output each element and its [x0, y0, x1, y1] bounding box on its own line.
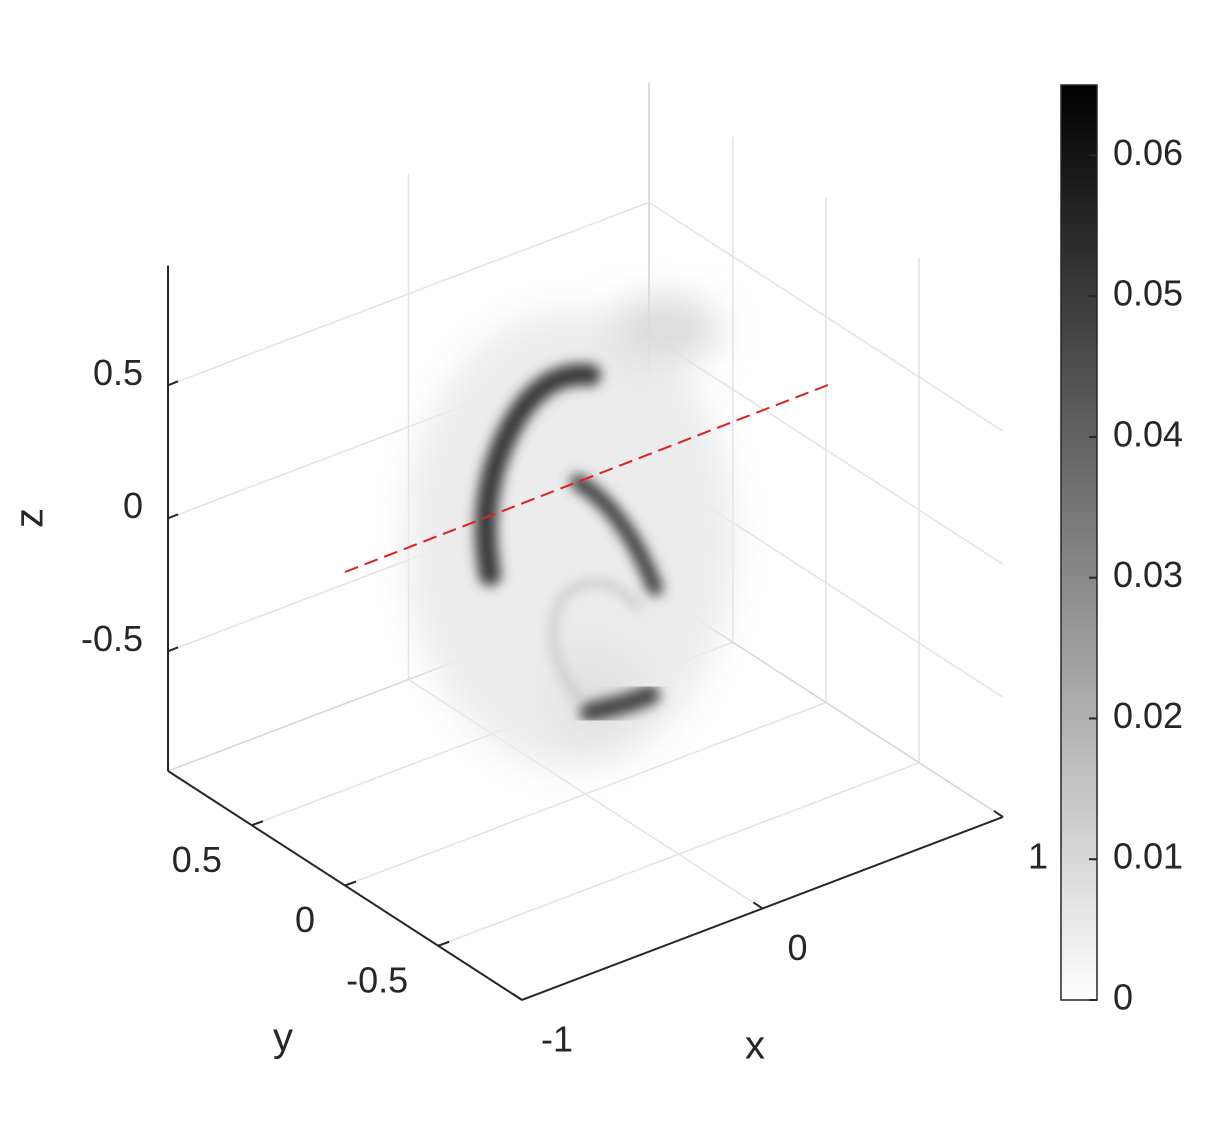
colorbar-tick-label: 0.03: [1113, 554, 1183, 595]
colorbar-tick-label: 0: [1113, 977, 1133, 1018]
z-tick: [167, 646, 179, 653]
volume-arc: [570, 474, 663, 596]
volume-render: [405, 295, 735, 770]
volume-arc: [580, 685, 660, 722]
z-tick-label: 0: [123, 485, 143, 526]
x-tick: [752, 901, 764, 910]
colorbar: [1060, 84, 1098, 1001]
x-tick-label: -1: [541, 1018, 573, 1059]
y-axis-label: y: [273, 1016, 293, 1060]
y-tick: [437, 940, 450, 947]
grid-line: [167, 201, 650, 387]
z-tick-label: 0.5: [93, 352, 143, 393]
y-tick-label: 0: [295, 899, 315, 940]
x-tick: [512, 993, 523, 1001]
y-tick: [251, 820, 264, 827]
colorbar-tick-label: 0.02: [1113, 695, 1183, 736]
z-tick-label: -0.5: [81, 618, 143, 659]
volume-haze: [405, 310, 735, 770]
y-tick-label: -0.5: [346, 959, 408, 1000]
colorbar-axis: 0 0.01 0.02 0.03 0.04 0.05 0.06: [1089, 132, 1183, 1018]
z-axis-label: z: [8, 508, 52, 528]
colorbar-tick-label: 0.05: [1113, 273, 1183, 314]
z-tick: [167, 380, 179, 387]
colorbar-tick-label: 0.06: [1113, 132, 1183, 173]
axes: -0.5 0 0.5 -0.5 0 0.5 -1 0 1: [81, 265, 1048, 1059]
z-tick: [167, 513, 179, 520]
volume-haze: [610, 295, 720, 365]
reference-line: [344, 384, 829, 573]
x-tick: [993, 810, 1004, 818]
grid-line: [344, 701, 827, 887]
colorbar-tick-label: 0.01: [1113, 836, 1183, 877]
volume-arc: [550, 579, 643, 702]
y-tick: [344, 880, 357, 887]
grid-line: [437, 762, 920, 947]
y-tick-label: 0.5: [172, 839, 222, 880]
x-axis-label: x: [745, 1024, 765, 1068]
x-tick-label: 1: [1028, 835, 1048, 876]
volume-arc: [474, 363, 601, 586]
colorbar-tick-label: 0.04: [1113, 413, 1183, 454]
x-tick-label: 0: [787, 927, 807, 968]
grid-line: [648, 334, 1004, 565]
grid-line: [648, 201, 1004, 432]
